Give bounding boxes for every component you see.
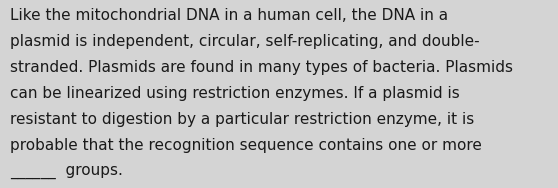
Text: plasmid is independent, circular, self-replicating, and double-: plasmid is independent, circular, self-r… (10, 34, 480, 49)
Text: stranded. Plasmids are found in many types of bacteria. Plasmids: stranded. Plasmids are found in many typ… (10, 60, 513, 75)
Text: can be linearized using restriction enzymes. If a plasmid is: can be linearized using restriction enzy… (10, 86, 460, 101)
Text: ______  groups.: ______ groups. (10, 164, 123, 179)
Text: resistant to digestion by a particular restriction enzyme, it is: resistant to digestion by a particular r… (10, 112, 474, 127)
Text: probable that the recognition sequence contains one or more: probable that the recognition sequence c… (10, 138, 482, 153)
Text: Like the mitochondrial DNA in a human cell, the DNA in a: Like the mitochondrial DNA in a human ce… (10, 8, 448, 24)
